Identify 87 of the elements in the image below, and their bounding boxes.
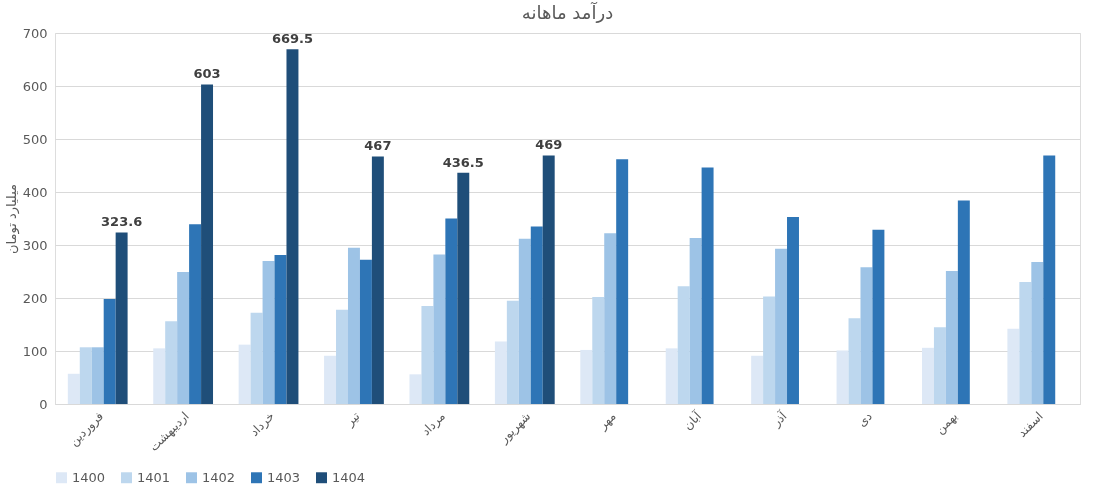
bar [115,232,128,404]
bar [689,238,702,404]
legend-label: 1402 [202,469,236,485]
bar [421,305,434,404]
y-axis-title: میلیارد تومان [3,183,20,255]
bar [433,254,446,404]
bar [616,159,629,404]
x-tick-label: مرداد [418,409,449,439]
bar [201,84,214,404]
bar [836,350,849,404]
bar [91,347,104,404]
bar [67,373,80,404]
bar [775,248,788,404]
bar [542,155,555,404]
x-tick-label: آبان [679,407,705,433]
bar [945,270,958,404]
bar [1031,261,1044,404]
x-tick-label: شهریور [496,409,534,447]
bar [1019,282,1032,404]
bar [153,348,166,404]
bar [1007,328,1020,404]
bar [286,49,299,404]
y-tick-label: 300 [22,237,48,253]
bar [604,233,617,404]
bar [324,355,337,404]
y-tick-label: 400 [22,184,48,200]
bar [409,374,422,404]
data-label: 323.6 [101,214,143,230]
bar [250,312,263,404]
bar [262,260,275,404]
bar [445,218,458,404]
bar [665,348,678,404]
bar [848,318,861,404]
bar [103,299,116,404]
bar [359,259,372,404]
legend-label: 1400 [72,469,106,485]
bar [238,344,251,404]
data-label: 603 [193,66,221,82]
y-tick-label: 500 [22,131,48,147]
y-tick-label: 0 [39,396,48,412]
bar [518,238,531,404]
bar [763,296,776,404]
bar [933,327,946,404]
x-tick-label: آذر [767,407,791,431]
chart-title: درآمد ماهانه [521,1,614,23]
bar [371,156,384,404]
bar [677,286,690,404]
y-tick-label: 200 [22,290,48,306]
x-tick-label: اردیبهشت [146,409,193,455]
bar [530,226,543,404]
legend-label: 1403 [267,469,301,485]
data-label: 669.5 [271,31,314,47]
x-tick-label: دی [854,409,875,430]
bar [1043,155,1056,404]
data-label: 467 [364,138,392,154]
bar [592,296,605,404]
bar [274,255,287,404]
bar [165,321,178,404]
bar [506,300,519,404]
bar [872,229,885,404]
y-tick-label: 600 [22,78,48,94]
data-label: 469 [535,137,563,153]
bar [79,347,92,404]
bar [701,167,714,404]
bar [957,200,970,404]
data-label: 436.5 [442,154,484,170]
x-tick-label: اسفند [1015,409,1046,440]
bar [347,247,360,404]
legend-label: 1404 [332,469,366,485]
bar [457,172,470,404]
bar [336,309,348,404]
legend-label: 1401 [137,469,171,485]
bar [787,216,799,404]
bar [921,347,934,404]
x-tick-label: فروردین [66,409,107,450]
y-tick-label: 700 [22,25,48,41]
x-tick-label: تیر [342,409,364,431]
x-tick-label: خرداد [247,409,278,440]
bar [580,349,593,404]
y-tick-label: 100 [22,343,48,359]
bar [494,341,507,404]
x-tick-label: بهمن [932,409,962,438]
bar [751,355,764,404]
bar [860,267,873,404]
bar [177,272,190,404]
bar [189,224,202,404]
x-tick-label: مهر [594,409,620,434]
